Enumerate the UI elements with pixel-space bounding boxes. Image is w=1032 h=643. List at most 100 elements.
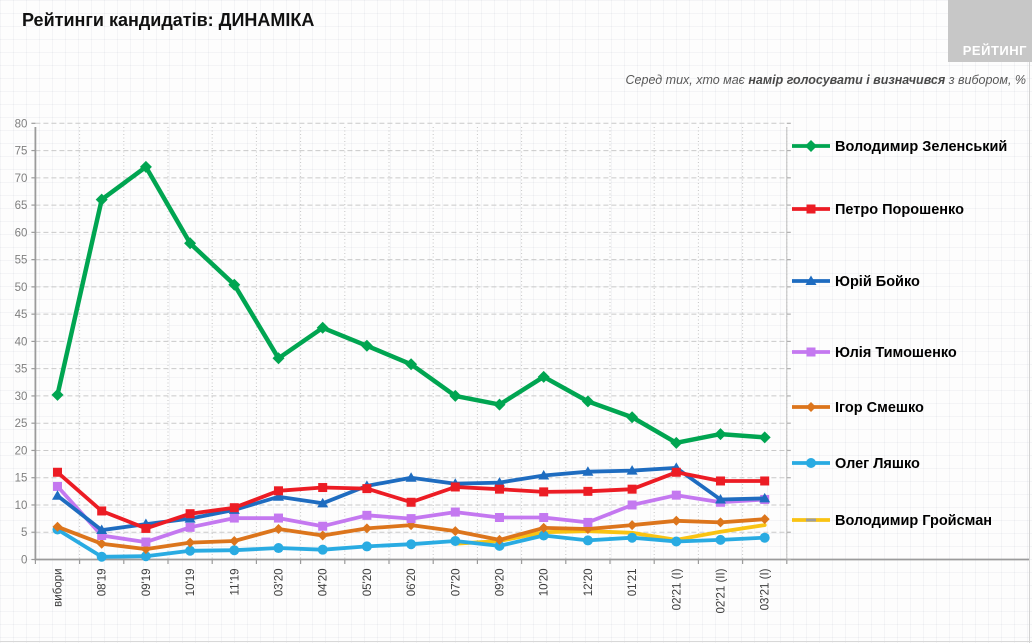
data-point <box>581 395 594 408</box>
series-line <box>55 164 767 446</box>
data-point <box>671 515 682 526</box>
data-point <box>140 544 151 555</box>
data-point <box>806 402 816 412</box>
data-point <box>671 467 681 477</box>
data-point <box>95 193 108 206</box>
data-point <box>537 370 550 383</box>
data-point <box>582 535 593 546</box>
x-tick-label: 09'20 <box>495 569 507 597</box>
y-tick-label: 35 <box>15 364 28 376</box>
x-tick-label: 04'20 <box>318 569 330 597</box>
data-point <box>715 494 726 504</box>
data-point <box>494 540 505 551</box>
x-tick-label: 01'21 <box>627 569 639 597</box>
legend-item-1: Володимир Зеленський <box>792 139 1007 155</box>
data-point <box>185 509 195 519</box>
data-point <box>806 347 816 357</box>
data-point <box>583 486 593 496</box>
data-point <box>539 513 549 523</box>
legend-label: Володимир Зеленський <box>835 139 1007 155</box>
y-tick-label: 65 <box>15 200 28 212</box>
y-tick-label: 70 <box>15 173 28 185</box>
data-point <box>53 481 62 491</box>
x-tick-label: 08'19 <box>97 569 109 597</box>
data-point <box>406 497 416 507</box>
data-point <box>317 530 328 541</box>
legend-item-2: Петро Порошенко <box>792 202 964 218</box>
chart-subtitle: Серед тих, хто має намір голосувати і ви… <box>626 73 1026 87</box>
page-right-border <box>1029 62 1030 643</box>
legend-label: Юрій Бойко <box>835 274 920 290</box>
data-point <box>96 524 108 535</box>
data-point <box>362 484 372 494</box>
y-tick-label: 10 <box>15 500 28 512</box>
data-point <box>450 526 461 537</box>
y-tick-label: 50 <box>15 282 28 294</box>
data-point <box>626 411 639 424</box>
data-point <box>185 545 196 556</box>
data-point <box>538 522 549 533</box>
data-point <box>317 544 328 555</box>
data-point <box>406 514 416 524</box>
data-point <box>52 490 63 500</box>
rating-logo-label: РЕЙТИНГ <box>962 43 1027 58</box>
axes <box>31 122 1029 564</box>
data-point <box>495 484 504 494</box>
y-tick-label: 80 <box>15 118 28 130</box>
legend: Володимир Зеленський Петро Порошенко Юрій … <box>792 139 1007 529</box>
data-point <box>317 497 329 508</box>
data-point <box>316 321 329 334</box>
data-point <box>405 358 418 371</box>
data-point <box>494 477 505 487</box>
data-point <box>51 388 64 401</box>
data-point <box>539 487 549 497</box>
data-point <box>627 532 638 543</box>
data-point <box>759 492 771 503</box>
data-point <box>274 513 283 523</box>
y-tick-label: 5 <box>21 527 27 539</box>
y-tick-label: 25 <box>15 418 28 430</box>
x-tick-label: 05'20 <box>362 569 374 597</box>
data-point <box>627 500 637 510</box>
data-point <box>449 389 462 402</box>
legend-item-3: Юрій Бойко <box>792 274 920 290</box>
data-point <box>760 476 770 486</box>
data-point <box>318 521 328 531</box>
data-point <box>806 458 816 468</box>
x-tick-label: 03'21 (I) <box>760 568 772 610</box>
data-point <box>229 535 240 546</box>
data-point <box>362 510 372 520</box>
data-point <box>715 534 726 545</box>
y-axis-labels: 0 5 10 15 20 25 30 35 40 45 50 55 60 65 70 75 80 <box>15 118 28 566</box>
data-point <box>229 503 239 513</box>
x-tick-label: вибори <box>53 569 65 607</box>
legend-item-5: Ігор Смешко <box>792 400 924 416</box>
data-point <box>715 517 726 528</box>
legend-item-4: Юлія Тимошенко <box>792 345 957 361</box>
data-point <box>493 398 506 411</box>
y-tick-label: 75 <box>15 146 28 158</box>
gridlines <box>34 122 788 560</box>
data-point <box>139 160 152 173</box>
data-point <box>185 522 195 532</box>
data-point <box>538 530 549 541</box>
x-tick-label: 03'20 <box>274 569 286 597</box>
data-point <box>228 278 241 291</box>
data-point <box>626 465 638 475</box>
subtitle-suffix: з вибором, % <box>945 73 1026 87</box>
data-point <box>582 466 594 476</box>
data-point <box>272 352 285 365</box>
data-point <box>361 523 372 534</box>
data-point <box>229 513 239 523</box>
y-tick-label: 0 <box>21 555 27 567</box>
y-tick-label: 40 <box>15 336 28 348</box>
legend-label: Петро Порошенко <box>835 202 964 218</box>
data-point <box>141 537 151 547</box>
data-point <box>273 543 284 554</box>
data-point <box>184 237 197 250</box>
data-point <box>627 484 637 494</box>
data-point <box>759 514 770 525</box>
series-1-diamond <box>51 160 771 449</box>
data-point <box>450 482 460 492</box>
y-tick-label: 45 <box>15 309 28 321</box>
